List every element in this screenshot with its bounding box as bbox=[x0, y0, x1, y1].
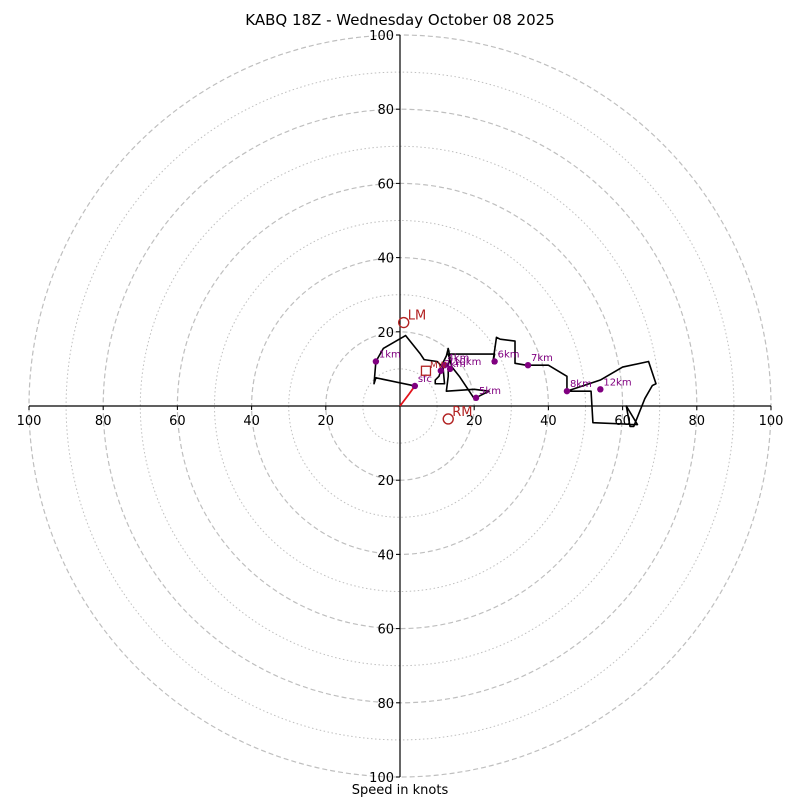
height-marker-dot bbox=[597, 386, 604, 393]
storm-motion-label: RM bbox=[452, 405, 472, 420]
storm-motion-label: LM bbox=[408, 309, 426, 324]
x-tick-label: 100 bbox=[759, 414, 784, 429]
height-marker-label: 12km bbox=[603, 377, 631, 388]
height-marker-dot bbox=[446, 365, 454, 373]
wind-profile-trace bbox=[373, 334, 657, 428]
storm-motion-marker bbox=[442, 413, 454, 425]
height-marker-label: 10km bbox=[453, 357, 481, 368]
height-marker-dot bbox=[491, 358, 498, 365]
y-tick-label: 60 bbox=[377, 177, 394, 192]
x-tick-label: 60 bbox=[614, 414, 631, 429]
y-tick-label: 100 bbox=[369, 29, 394, 44]
x-axis-label: Speed in knots bbox=[351, 783, 449, 798]
height-marker-label: sfc bbox=[418, 374, 432, 385]
storm-motion-marker bbox=[398, 316, 410, 329]
height-marker-dot bbox=[437, 367, 445, 374]
y-tick-label: 40 bbox=[377, 548, 394, 563]
y-tick-label: 20 bbox=[377, 326, 394, 341]
chart-title: KABQ 18Z - Wednesday October 08 2025 bbox=[245, 11, 555, 29]
height-marker-label: 1km bbox=[379, 349, 401, 360]
x-tick-label: 80 bbox=[689, 414, 706, 429]
x-tick-label: 80 bbox=[95, 414, 112, 429]
height-marker-label: 8km bbox=[570, 379, 592, 390]
mean-wind-marker bbox=[420, 365, 432, 376]
height-marker-label: 4km bbox=[448, 353, 470, 364]
y-tick-label: 20 bbox=[377, 474, 394, 489]
x-tick-label: 20 bbox=[318, 414, 335, 429]
height-marker-label: 7km bbox=[531, 353, 553, 364]
y-tick-label: 60 bbox=[377, 623, 394, 638]
height-marker-dot bbox=[372, 358, 380, 365]
x-tick-label: 20 bbox=[466, 414, 483, 429]
x-tick-label: 40 bbox=[540, 414, 557, 429]
x-tick-label: 100 bbox=[17, 414, 42, 429]
y-tick-label: 40 bbox=[377, 252, 394, 267]
height-marker-label: 3km bbox=[444, 359, 466, 370]
x-tick-label: 60 bbox=[169, 414, 186, 429]
height-marker-label: 6km bbox=[498, 349, 520, 360]
y-tick-label: 80 bbox=[377, 697, 394, 712]
height-marker-dot bbox=[472, 394, 480, 402]
y-tick-label: 80 bbox=[377, 103, 394, 118]
height-marker-dot bbox=[563, 387, 571, 395]
height-marker-label: 5km bbox=[479, 386, 501, 397]
y-tick-label: 100 bbox=[369, 771, 394, 786]
height-marker-dot bbox=[441, 361, 448, 369]
x-tick-label: 40 bbox=[243, 414, 260, 429]
height-marker-dot bbox=[524, 361, 532, 369]
height-marker-dot bbox=[411, 382, 419, 390]
lowest-layer-trace bbox=[399, 385, 416, 407]
mean-wind-label: MW bbox=[430, 361, 447, 371]
